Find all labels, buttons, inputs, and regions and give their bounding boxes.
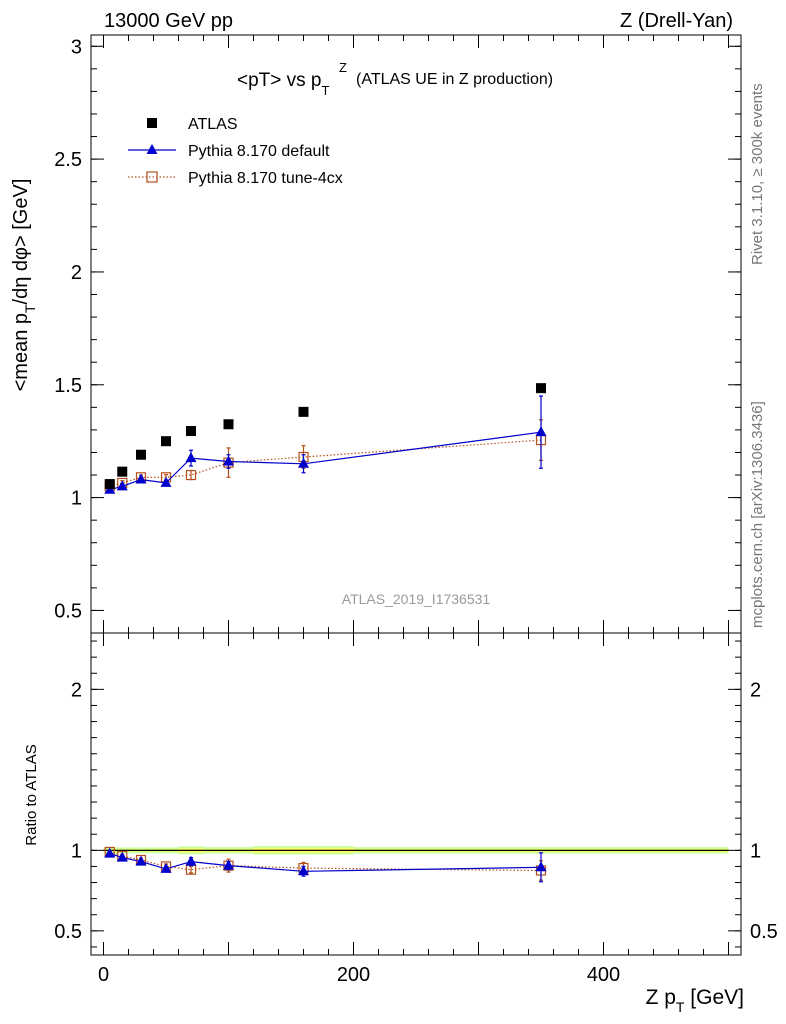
atlas-data-point — [136, 449, 146, 460]
main-title-suffix: (ATLAS UE in Z production) — [356, 71, 553, 88]
atlas-data-point — [536, 383, 546, 394]
atlas-data-point — [223, 419, 234, 430]
x-tick-label: 200 — [337, 964, 370, 986]
pythia-default-point — [160, 862, 172, 873]
pythia-default-point — [298, 457, 309, 468]
x-tick-label: 400 — [587, 964, 620, 986]
rivet-label: Rivet 3.1.10, ≥ 300k events — [749, 83, 766, 265]
pythia-default-point — [223, 455, 234, 466]
series-line-default — [109, 431, 542, 491]
ratio-y-tick-label-right: 2 — [750, 679, 761, 701]
legend-atlas-label: ATLAS — [188, 116, 238, 133]
ratio-y-tick-label-left: 0.5 — [54, 921, 82, 943]
legend-tune-label: Pythia 8.170 tune-4cx — [188, 170, 343, 187]
x-tick-label: 0 — [98, 964, 109, 986]
ratio-y-tick-label-left: 1 — [71, 840, 82, 862]
atlas-data-point — [161, 436, 171, 447]
ratio-panel-frame — [90, 632, 742, 956]
pythia-default-point — [185, 452, 197, 463]
ratio-panel: 0.5 0.5 1 1 2 2 0 200 400 Ratio to ATLAS Z pT [… — [23, 632, 778, 1015]
pythia-default-point — [185, 855, 197, 866]
pythia-default-point — [135, 473, 147, 484]
main-y-tick-labels: 0.5 1 1.5 2 2.5 3 — [54, 36, 82, 622]
main-title-text: <pT> vs p — [237, 70, 322, 91]
ratio-y-tick-labels: 0.5 0.5 1 1 2 2 — [54, 679, 778, 943]
series-line-tune — [109, 851, 542, 872]
main-y-axis-label-b: /dη dφ> [GeV] — [10, 179, 32, 305]
atlas-data-point — [298, 406, 309, 417]
ratio-y-axis-label: Ratio to ATLAS — [23, 744, 40, 845]
legend-tune-marker — [146, 171, 158, 183]
main-y-axis-label-sub: T — [22, 304, 38, 313]
pythia-default-point — [116, 851, 128, 862]
main-y-tick-label: 2 — [71, 262, 82, 284]
x-axis-label-a: Z p — [646, 986, 676, 1009]
ratio-series-layer — [104, 846, 547, 883]
ratio-x-tick-labels: 0 200 400 — [98, 964, 620, 986]
series-line-tune — [109, 439, 542, 487]
main-y-axis-label-a: <mean p — [10, 313, 32, 391]
x-axis-label-sub: T — [676, 999, 685, 1015]
ratio-y-ticks — [91, 640, 741, 948]
ratio-y-tick-label-right: 0.5 — [750, 921, 778, 943]
energy-label: 13000 GeV pp — [104, 10, 233, 32]
ratio-x-ticks — [103, 633, 729, 955]
main-title-subscript: T — [322, 83, 330, 98]
ratio-y-tick-label-left: 2 — [71, 679, 82, 701]
main-panel: 0.511.522.53 <pT> vs pT Z (ATLAS UE in Z… — [10, 34, 742, 634]
pythia-default-point — [535, 861, 547, 872]
legend: ATLAS Pythia 8.170 default Pythia 8.170 … — [128, 116, 343, 187]
analysis-watermark: ATLAS_2019_I1736531 — [342, 591, 491, 607]
pythia-default-point — [535, 426, 547, 437]
main-y-tick-label: 0.5 — [54, 600, 82, 622]
main-y-tick-label: 1 — [71, 488, 82, 510]
atlas-data-point — [117, 466, 128, 477]
ratio-y-tick-label-right: 1 — [750, 840, 761, 862]
main-y-axis-label: <mean pT/dη dφ> [GeV] — [10, 179, 38, 392]
process-label: Z (Drell-Yan) — [620, 10, 733, 32]
main-title: <pT> vs pT — [237, 70, 330, 98]
atlas-data-point — [186, 426, 196, 437]
pythia-default-point — [135, 855, 147, 866]
x-axis-label-b: [GeV] — [684, 986, 744, 1009]
x-axis-label: Z pT [GeV] — [646, 986, 744, 1015]
atlas-data-point — [104, 479, 115, 490]
main-y-tick-label: 1.5 — [54, 375, 82, 397]
pythia-default-point — [160, 476, 172, 487]
pythia-default-point — [223, 859, 234, 870]
legend-atlas-marker — [147, 118, 157, 128]
pythia-default-point — [116, 480, 128, 491]
main-y-tick-label: 3 — [71, 36, 82, 58]
pythia-default-point — [104, 847, 116, 858]
main-x-ticks — [103, 35, 729, 633]
main-title-superscript: Z — [339, 60, 347, 75]
legend-default-label: Pythia 8.170 default — [188, 143, 330, 160]
pythia-default-point — [298, 865, 309, 876]
legend-default-marker — [146, 144, 158, 154]
main-y-ticks — [91, 45, 741, 634]
pythia-tune-point — [185, 469, 197, 481]
main-y-tick-label: 2.5 — [54, 149, 82, 171]
mcplots-label: mcplots.cern.ch [arXiv:1306.3436] — [749, 401, 766, 628]
main-series-layer — [104, 383, 547, 494]
